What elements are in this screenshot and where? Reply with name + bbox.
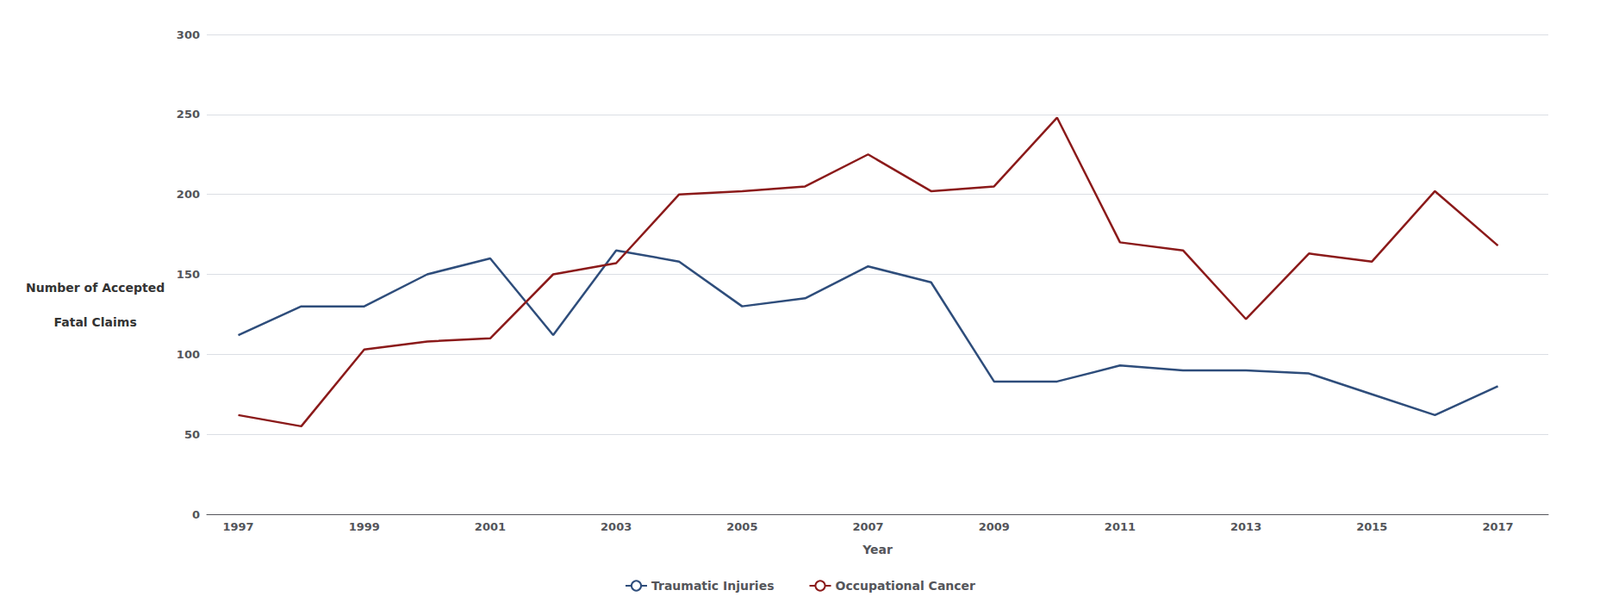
svg-text:2005: 2005 xyxy=(726,520,758,534)
svg-text:Number of Accepted: Number of Accepted xyxy=(25,280,165,295)
svg-text:2017: 2017 xyxy=(1481,520,1513,534)
svg-text:300: 300 xyxy=(176,28,200,42)
svg-text:Fatal Claims: Fatal Claims xyxy=(54,315,137,330)
svg-text:0: 0 xyxy=(192,508,200,522)
svg-text:Year: Year xyxy=(861,542,893,557)
svg-text:2003: 2003 xyxy=(600,520,632,534)
svg-text:2013: 2013 xyxy=(1230,520,1262,534)
svg-text:250: 250 xyxy=(176,107,200,121)
svg-text:Traumatic Injuries: Traumatic Injuries xyxy=(651,578,775,593)
svg-text:1999: 1999 xyxy=(348,520,380,534)
svg-text:2009: 2009 xyxy=(978,520,1010,534)
svg-text:Occupational Cancer: Occupational Cancer xyxy=(834,578,976,593)
svg-text:2001: 2001 xyxy=(474,520,506,534)
svg-text:200: 200 xyxy=(176,187,200,201)
svg-text:2015: 2015 xyxy=(1356,520,1388,534)
svg-text:1997: 1997 xyxy=(222,520,254,534)
svg-text:2007: 2007 xyxy=(852,520,884,534)
svg-text:50: 50 xyxy=(184,428,200,442)
svg-text:100: 100 xyxy=(176,348,200,362)
svg-text:150: 150 xyxy=(176,267,200,281)
svg-text:2011: 2011 xyxy=(1104,520,1136,534)
